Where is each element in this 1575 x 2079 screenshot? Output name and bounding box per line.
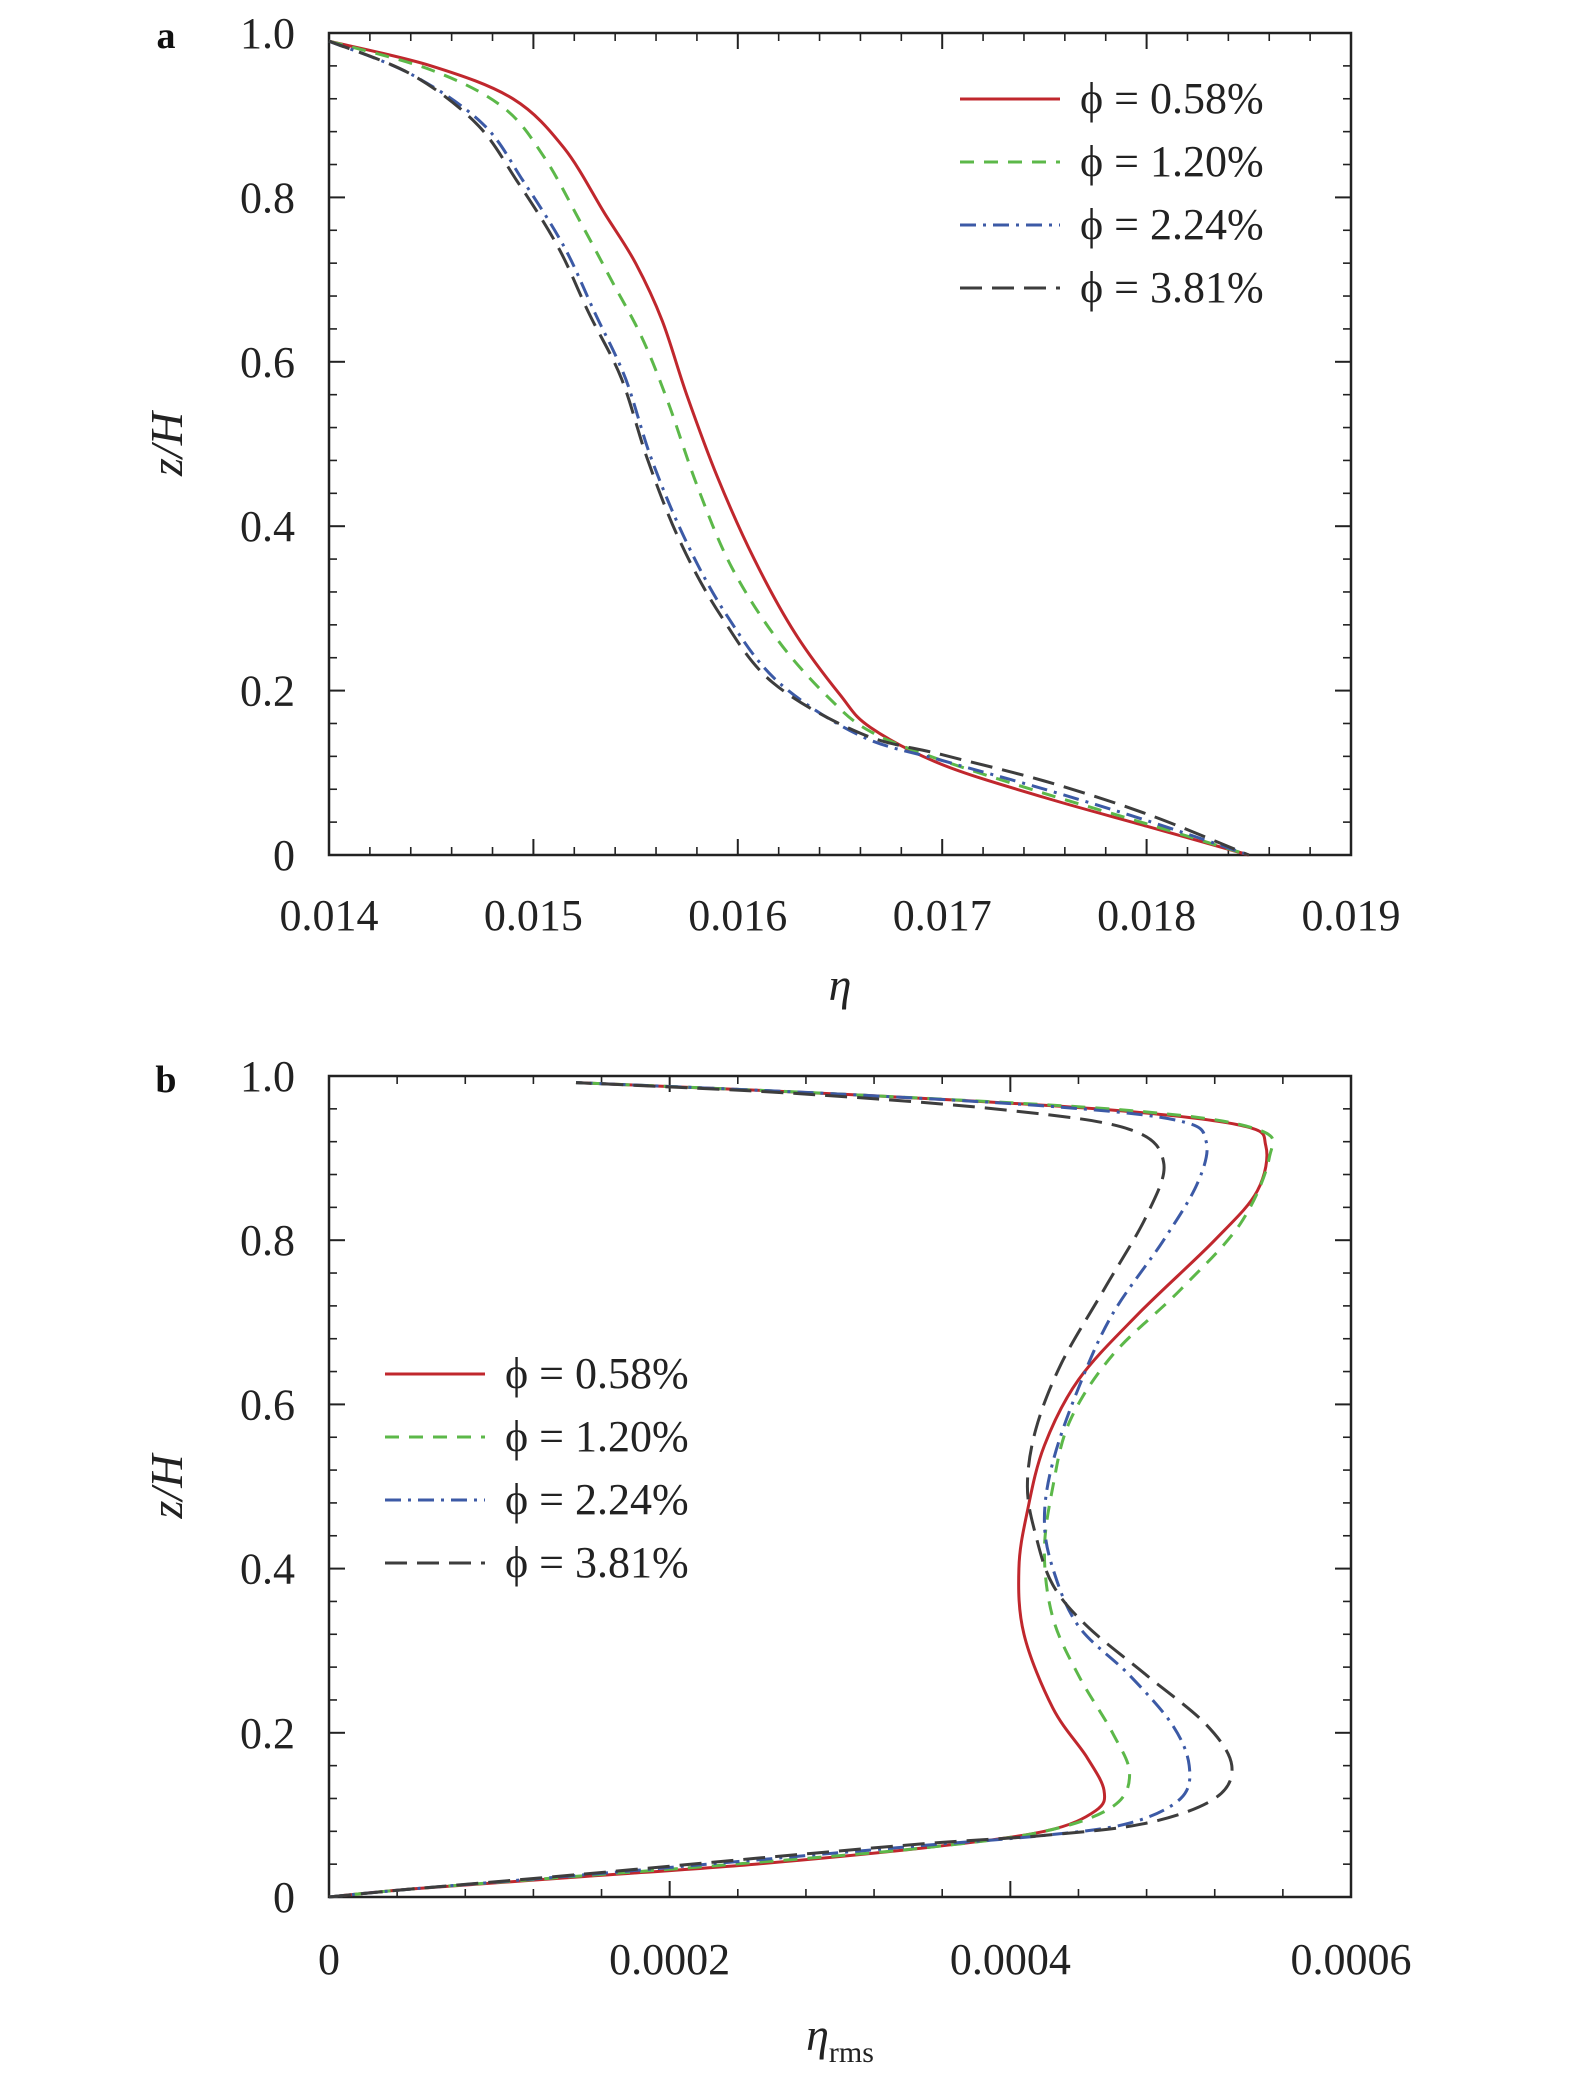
series-line	[328, 39, 1250, 857]
series-line	[328, 1081, 1234, 1899]
x-tick-label: 0.0006	[1291, 1935, 1412, 1984]
panel-letter: b	[155, 1059, 176, 1101]
y-tick-label: 0.6	[240, 338, 295, 387]
y-tick-label: 0.4	[240, 502, 295, 551]
legend-label: ϕ = 0.58%	[1080, 74, 1264, 123]
y-tick-label: 0	[273, 831, 295, 880]
y-tick-label: 0.2	[240, 667, 295, 716]
legend-label: ϕ = 3.81%	[1080, 263, 1264, 312]
y-axis-label: z/H	[141, 1452, 192, 1520]
series-line	[328, 1081, 1275, 1899]
x-tick-label: 0.018	[1097, 891, 1196, 940]
y-tick-label: 0.6	[240, 1380, 295, 1429]
y-tick-label: 0.4	[240, 1545, 295, 1594]
x-tick-label: 0.0002	[609, 1935, 730, 1984]
x-tick-label: 0.0004	[950, 1935, 1071, 1984]
legend-label: ϕ = 1.20%	[1080, 137, 1264, 186]
x-tick-label: 0.016	[688, 891, 787, 940]
y-tick-label: 1.0	[240, 1052, 295, 1101]
chart-panel-a: a 0.014 0.015 0.016 0.017 0.018 0.019 0 0.2 0.4 0.…	[141, 9, 1401, 1010]
x-tick-label: 0	[318, 1935, 340, 1984]
legend-label: ϕ = 1.20%	[505, 1412, 689, 1461]
x-tick-label: 0.019	[1302, 891, 1401, 940]
y-axis-label: z/H	[141, 409, 192, 477]
y-tick-label: 0	[273, 1873, 295, 1922]
x-tick-label: 0.015	[484, 891, 583, 940]
series-line	[328, 39, 1250, 857]
series-line	[328, 1081, 1209, 1899]
y-tick-label: 1.0	[240, 9, 295, 58]
x-tick-label: 0.017	[893, 891, 992, 940]
x-tick-label: 0.014	[280, 891, 379, 940]
series-line	[328, 39, 1250, 857]
plot-frame	[327, 1074, 1353, 1899]
chart-panel-b: b 0 0.0002 0.0004 0.0006 0 0.2 0.4 0.6 0.8 1.0 ηrms…	[141, 1052, 1412, 2069]
x-axis-label: ηrms	[806, 2009, 874, 2069]
x-axis-label: η	[829, 959, 852, 1010]
series-line	[328, 39, 1250, 857]
legend-label: ϕ = 2.24%	[1080, 200, 1264, 249]
y-tick-label: 0.8	[240, 1216, 295, 1265]
y-tick-label: 0.8	[240, 173, 295, 222]
legend-label: ϕ = 3.81%	[505, 1538, 689, 1587]
y-tick-label: 0.2	[240, 1709, 295, 1758]
x-axis-label-subscript: rms	[829, 2036, 874, 2069]
legend-label: ϕ = 2.24%	[505, 1475, 689, 1524]
panel-letter: a	[157, 15, 176, 57]
legend-label: ϕ = 0.58%	[505, 1349, 689, 1398]
plot-frame	[327, 31, 1353, 857]
series-line	[328, 1081, 1269, 1899]
